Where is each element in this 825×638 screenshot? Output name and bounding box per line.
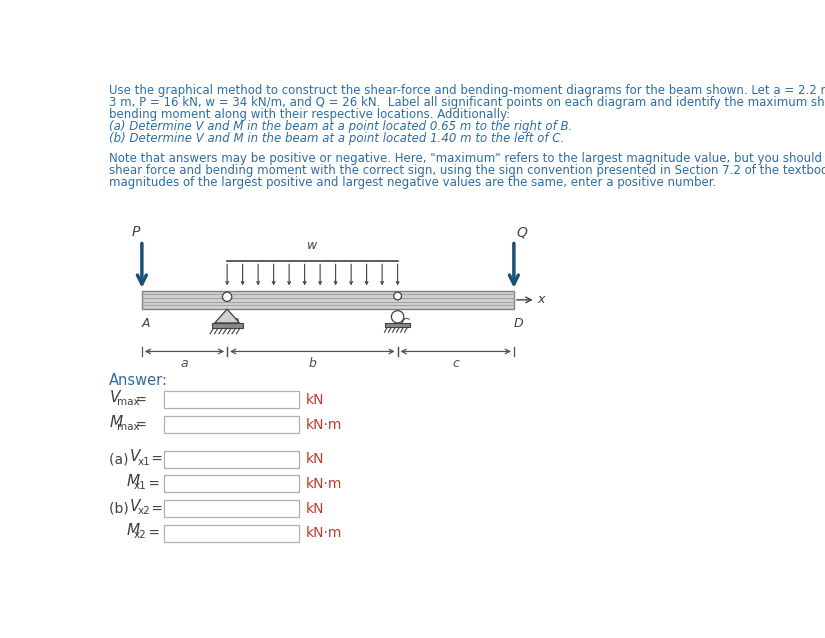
Bar xyxy=(163,392,299,408)
Text: C: C xyxy=(401,317,409,330)
Text: max: max xyxy=(117,397,139,407)
Text: V: V xyxy=(110,390,120,405)
Bar xyxy=(163,475,299,493)
Text: 3 m, P = 16 kN, w = 34 kN/m, and Q = 26 kN.  Label all significant points on eac: 3 m, P = 16 kN, w = 34 kN/m, and Q = 26 … xyxy=(110,96,825,109)
Text: kN: kN xyxy=(305,452,324,466)
Bar xyxy=(163,500,299,517)
Bar xyxy=(163,451,299,468)
Text: x2: x2 xyxy=(134,530,147,540)
Text: =: = xyxy=(131,418,148,431)
Text: =: = xyxy=(148,452,163,466)
Text: Q: Q xyxy=(516,225,527,239)
Polygon shape xyxy=(214,309,239,323)
Circle shape xyxy=(394,292,402,300)
Text: =: = xyxy=(144,477,160,491)
Text: Answer:: Answer: xyxy=(110,373,168,388)
Bar xyxy=(142,291,514,309)
Text: magnitudes of the largest positive and largest negative values are the same, ent: magnitudes of the largest positive and l… xyxy=(110,175,717,188)
Text: x1: x1 xyxy=(134,481,147,491)
Text: V: V xyxy=(130,499,140,514)
Text: (a) Determine V and M in the beam at a point located 0.65 m to the right of B.: (a) Determine V and M in the beam at a p… xyxy=(110,120,573,133)
Text: V: V xyxy=(130,449,140,464)
Text: (a): (a) xyxy=(110,452,133,466)
Text: shear force and bending moment with the correct sign, using the sign convention : shear force and bending moment with the … xyxy=(110,163,825,177)
Text: w: w xyxy=(307,239,318,252)
Text: bending moment along with their respective locations. Additionally:: bending moment along with their respecti… xyxy=(110,108,511,121)
Text: c: c xyxy=(452,357,460,370)
Text: b: b xyxy=(309,357,316,370)
Text: kN·m: kN·m xyxy=(305,418,342,431)
Bar xyxy=(163,416,299,433)
Text: B: B xyxy=(230,317,239,330)
Text: max: max xyxy=(117,422,139,432)
Text: =: = xyxy=(148,501,163,516)
Text: P: P xyxy=(131,225,139,239)
Text: =: = xyxy=(131,393,148,407)
Text: kN·m: kN·m xyxy=(305,526,342,540)
Text: =: = xyxy=(144,526,160,540)
Bar xyxy=(212,323,243,327)
Text: Use the graphical method to construct the shear-force and bending-moment diagram: Use the graphical method to construct th… xyxy=(110,84,825,97)
Text: M: M xyxy=(126,474,139,489)
Text: D: D xyxy=(514,317,524,330)
Text: x1: x1 xyxy=(137,457,150,466)
Text: a: a xyxy=(181,357,188,370)
Text: M: M xyxy=(126,523,139,538)
Text: kN: kN xyxy=(305,501,324,516)
Text: (b) Determine V and M in the beam at a point located 1.40 m to the left of C.: (b) Determine V and M in the beam at a p… xyxy=(110,132,564,145)
Circle shape xyxy=(223,292,232,301)
Text: M: M xyxy=(110,415,122,430)
Text: (b): (b) xyxy=(110,501,134,516)
Text: kN·m: kN·m xyxy=(305,477,342,491)
Text: Note that answers may be positive or negative. Here, "maximum" refers to the lar: Note that answers may be positive or neg… xyxy=(110,152,825,165)
Text: A: A xyxy=(142,317,150,330)
Bar xyxy=(385,323,410,327)
Text: kN: kN xyxy=(305,393,324,407)
Circle shape xyxy=(391,311,403,323)
Text: x: x xyxy=(537,293,544,306)
Text: x2: x2 xyxy=(137,506,150,516)
Bar xyxy=(163,524,299,542)
